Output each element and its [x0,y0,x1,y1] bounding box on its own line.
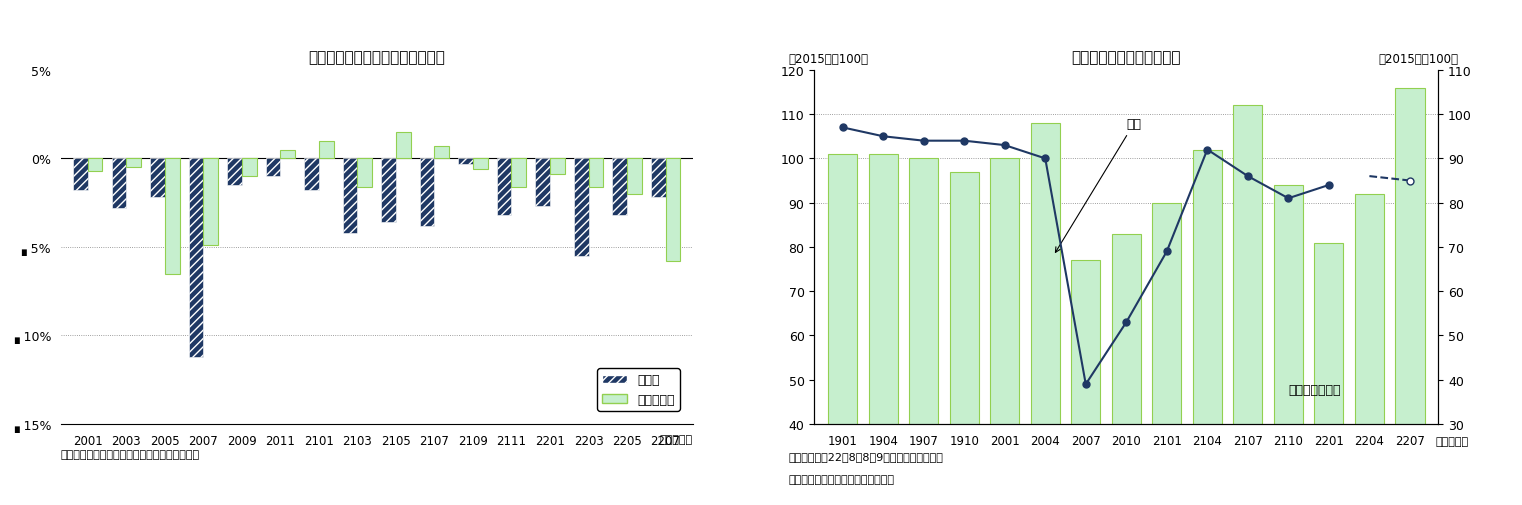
Bar [1152,203,1181,505]
Text: （年・月）: （年・月） [659,434,693,444]
Bar [627,159,642,194]
Title: 輸送機械の生産、在庫動向: 輸送機械の生産、在庫動向 [1071,50,1181,65]
Bar [473,159,487,170]
Text: （2015年＝100）: （2015年＝100） [1377,53,1458,66]
Title: 最近の実現率、予測修正率の推移: 最近の実現率、予測修正率の推移 [309,50,444,65]
Bar [126,159,142,168]
Bar [869,155,898,505]
Text: （注）生産の22年8、8、9月は予測指数で延長: （注）生産の22年8、8、9月は予測指数で延長 [788,451,944,462]
Bar [1315,243,1344,505]
Bar [1111,234,1142,505]
Bar [204,159,218,246]
Bar [1274,185,1303,505]
Bar [151,159,164,198]
Bar [1355,194,1383,505]
Bar [511,159,527,187]
Bar [304,159,320,191]
Bar [612,159,627,216]
Bar [458,159,473,165]
Bar [991,159,1020,505]
Bar [382,159,396,223]
Bar [434,146,449,159]
Bar [420,159,434,226]
Bar [189,159,204,357]
Bar [1193,150,1222,505]
Bar [828,155,857,505]
Bar [1396,88,1425,505]
Bar [549,159,565,175]
Text: （2015年＝100）: （2015年＝100） [788,53,869,66]
Bar [665,159,680,262]
Bar [950,172,979,505]
Bar [280,150,295,159]
Bar [111,159,126,209]
Bar [73,159,88,191]
Bar [536,159,549,207]
Text: （年・月）: （年・月） [1435,436,1469,446]
Text: （資料）経済産業省「鉱工業指数」: （資料）経済産業省「鉱工業指数」 [788,474,895,484]
Bar [358,159,371,187]
Bar [1030,124,1059,505]
Text: （資料）経済産業省「製造工業生産予測指数」: （資料）経済産業省「製造工業生産予測指数」 [61,449,199,460]
Bar [1233,106,1262,505]
Bar [496,159,511,216]
Bar [88,159,102,171]
Bar [574,159,589,257]
Bar [1071,261,1100,505]
Bar [651,159,665,198]
Bar [164,159,180,274]
Bar [227,159,242,185]
Text: 在庫（右目盛）: 在庫（右目盛） [1288,383,1341,396]
Bar [266,159,280,177]
Bar [589,159,603,187]
Bar [342,159,358,233]
Text: 生産: 生産 [1055,118,1142,253]
Bar [320,141,333,159]
Bar [242,159,257,177]
Legend: 実現率, 予測修正率: 実現率, 予測修正率 [598,369,680,411]
Bar [909,159,938,505]
Bar [396,132,411,159]
